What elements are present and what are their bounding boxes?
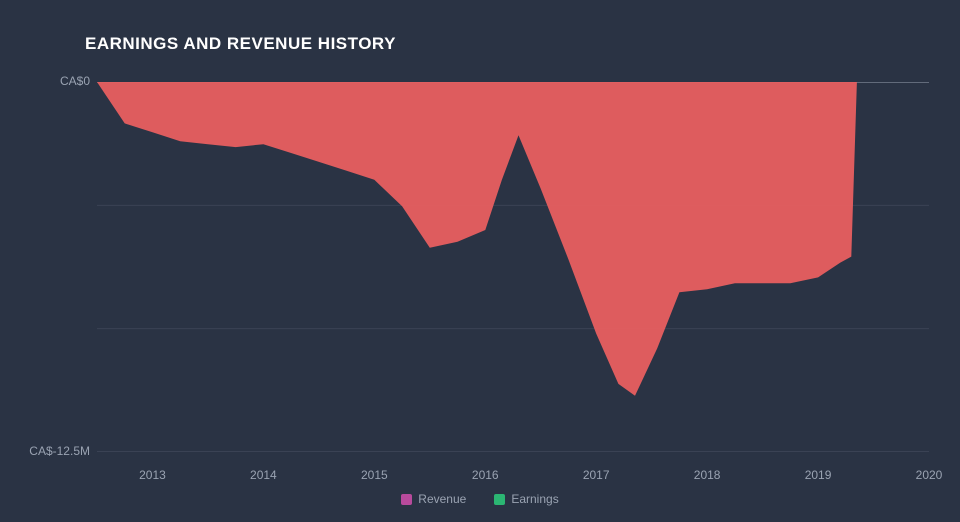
legend-label: Revenue	[418, 492, 466, 506]
y-tick-label: CA$0	[20, 74, 90, 88]
legend-item-earnings: Earnings	[494, 492, 558, 506]
x-tick-label: 2015	[361, 468, 388, 482]
x-tick-label: 2020	[916, 468, 943, 482]
earnings-swatch	[494, 494, 505, 505]
x-tick-label: 2013	[139, 468, 166, 482]
earnings-area	[97, 82, 929, 396]
y-tick-label: CA$-12.5M	[20, 444, 90, 458]
legend: Revenue Earnings	[10, 492, 950, 506]
earnings-chart: EARNINGS AND REVENUE HISTORY CA$0 CA$-12.…	[10, 22, 950, 520]
x-tick-label: 2014	[250, 468, 277, 482]
revenue-swatch	[401, 494, 412, 505]
x-tick-label: 2017	[583, 468, 610, 482]
x-tick-label: 2018	[694, 468, 721, 482]
legend-label: Earnings	[511, 492, 558, 506]
x-tick-label: 2019	[805, 468, 832, 482]
legend-item-revenue: Revenue	[401, 492, 466, 506]
x-tick-label: 2016	[472, 468, 499, 482]
plot-area	[97, 82, 929, 452]
chart-title: EARNINGS AND REVENUE HISTORY	[85, 34, 396, 54]
